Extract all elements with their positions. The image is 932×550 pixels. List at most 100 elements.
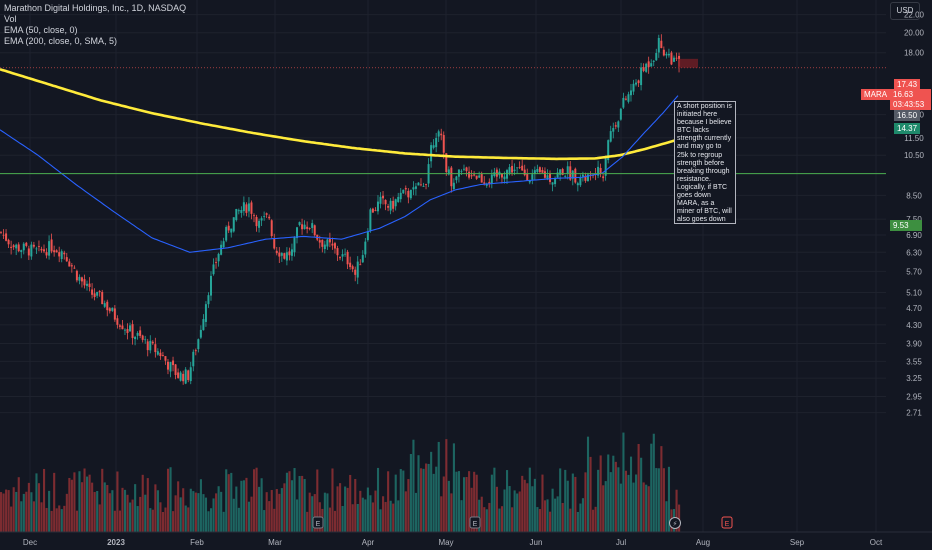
candle-body bbox=[156, 351, 159, 355]
volume-bar bbox=[106, 485, 109, 532]
candle-body bbox=[541, 170, 544, 173]
volume-bar bbox=[655, 468, 658, 532]
volume-bar bbox=[202, 494, 205, 532]
price-tick-label: 8.50 bbox=[906, 191, 922, 200]
candle-body bbox=[503, 176, 506, 180]
volume-bar bbox=[43, 468, 46, 532]
volume-bar bbox=[485, 509, 488, 532]
last-price-tag: 16.63 bbox=[890, 89, 931, 100]
candle-body bbox=[321, 239, 324, 247]
candle-body bbox=[417, 182, 420, 186]
candle-body bbox=[313, 225, 316, 236]
candle-body bbox=[134, 336, 137, 340]
chart-legend: Marathon Digital Holdings, Inc., 1D, NAS… bbox=[4, 3, 186, 47]
candle-body bbox=[209, 275, 212, 296]
time-tick-label: Aug bbox=[696, 538, 710, 547]
candle-body bbox=[624, 98, 627, 100]
currency-selector[interactable]: USD bbox=[890, 2, 920, 20]
candle-body bbox=[296, 227, 299, 239]
candle-body bbox=[7, 239, 10, 245]
volume-bar bbox=[207, 511, 210, 532]
volume-bar bbox=[166, 468, 170, 532]
candle-body bbox=[187, 370, 190, 380]
time-tick-label: Sep bbox=[790, 538, 805, 547]
candle-body bbox=[655, 53, 658, 61]
volume-bar bbox=[500, 506, 504, 532]
volume-bar bbox=[473, 471, 476, 532]
candle-body bbox=[409, 189, 412, 199]
annotation-note[interactable]: A short position is initiated here becau… bbox=[674, 101, 736, 224]
volume-bar bbox=[75, 510, 78, 532]
chart-title: Marathon Digital Holdings, Inc., 1D, NAS… bbox=[4, 3, 187, 13]
volume-bar bbox=[533, 478, 536, 532]
candle-body bbox=[113, 308, 116, 320]
volume-bar bbox=[462, 477, 466, 532]
volume-bar bbox=[250, 496, 253, 532]
candle-body bbox=[169, 361, 172, 372]
candle-body bbox=[475, 175, 478, 179]
candle-body bbox=[65, 257, 68, 262]
candle-body bbox=[255, 216, 258, 227]
volume-bar bbox=[574, 476, 577, 532]
short-position-box[interactable] bbox=[678, 58, 698, 68]
volume-bar bbox=[678, 504, 681, 532]
candle-body bbox=[144, 339, 147, 341]
volume-bar bbox=[55, 508, 58, 532]
candle-body bbox=[118, 325, 121, 327]
event-marker-label: E bbox=[725, 521, 730, 528]
earnings-marker[interactable] bbox=[312, 516, 324, 529]
volume-bar bbox=[660, 446, 663, 532]
candle-body bbox=[543, 171, 546, 178]
candle-body bbox=[237, 210, 240, 212]
candle-body bbox=[164, 356, 167, 361]
candle-body bbox=[323, 244, 326, 250]
volume-bar bbox=[116, 471, 119, 532]
volume-bar bbox=[675, 489, 678, 532]
volume-bar bbox=[22, 493, 25, 532]
volume-bar bbox=[255, 467, 258, 532]
candle-body bbox=[462, 168, 465, 170]
price-tick-label: 11.50 bbox=[904, 134, 924, 143]
candle-body bbox=[647, 61, 650, 68]
candle-body bbox=[129, 325, 132, 332]
volume-bar bbox=[192, 491, 195, 532]
candle-body bbox=[182, 373, 185, 382]
candle-body bbox=[311, 223, 314, 228]
price-tick-label: 3.25 bbox=[906, 374, 922, 383]
time-tick-label: Oct bbox=[870, 538, 883, 547]
candle-body bbox=[579, 177, 582, 186]
volume-bar bbox=[235, 486, 238, 532]
volume-bar bbox=[581, 498, 584, 532]
candle-body bbox=[379, 196, 382, 204]
earnings-marker[interactable] bbox=[721, 516, 733, 529]
volume-bar bbox=[576, 511, 579, 532]
symbol-tag: MARA bbox=[861, 89, 891, 100]
dividend-marker[interactable] bbox=[669, 517, 681, 529]
volume-bar bbox=[70, 479, 73, 532]
candle-body bbox=[265, 213, 268, 215]
event-markers[interactable]: E E ⚡ E bbox=[312, 516, 733, 529]
earnings-marker[interactable] bbox=[469, 516, 481, 529]
volume-bar bbox=[96, 490, 99, 532]
candle-body bbox=[70, 265, 73, 267]
ema200-legend: EMA (200, close, 0, SMA, 5) bbox=[4, 36, 118, 46]
candle-body bbox=[60, 251, 63, 259]
volume-bar bbox=[273, 508, 276, 532]
price-tick-label: 6.30 bbox=[906, 248, 922, 257]
price-tick-label: 6.90 bbox=[906, 231, 922, 240]
volume-bar bbox=[63, 505, 66, 532]
time-axis[interactable]: Dec 2023 Feb Mar Apr May Jun Jul Aug Sep Oct bbox=[0, 531, 932, 547]
candle-body bbox=[35, 248, 38, 250]
volume-bar bbox=[640, 457, 643, 532]
candle-body bbox=[258, 220, 261, 228]
candle-body bbox=[17, 244, 20, 252]
candle-body bbox=[230, 228, 233, 233]
candle-body bbox=[40, 248, 43, 251]
volume-bar bbox=[15, 491, 18, 532]
candle-body bbox=[285, 252, 288, 261]
candle-body bbox=[574, 168, 577, 183]
price-tick-label: 18.00 bbox=[904, 49, 925, 58]
volume-bar bbox=[306, 511, 309, 532]
volume-bar bbox=[189, 488, 192, 532]
